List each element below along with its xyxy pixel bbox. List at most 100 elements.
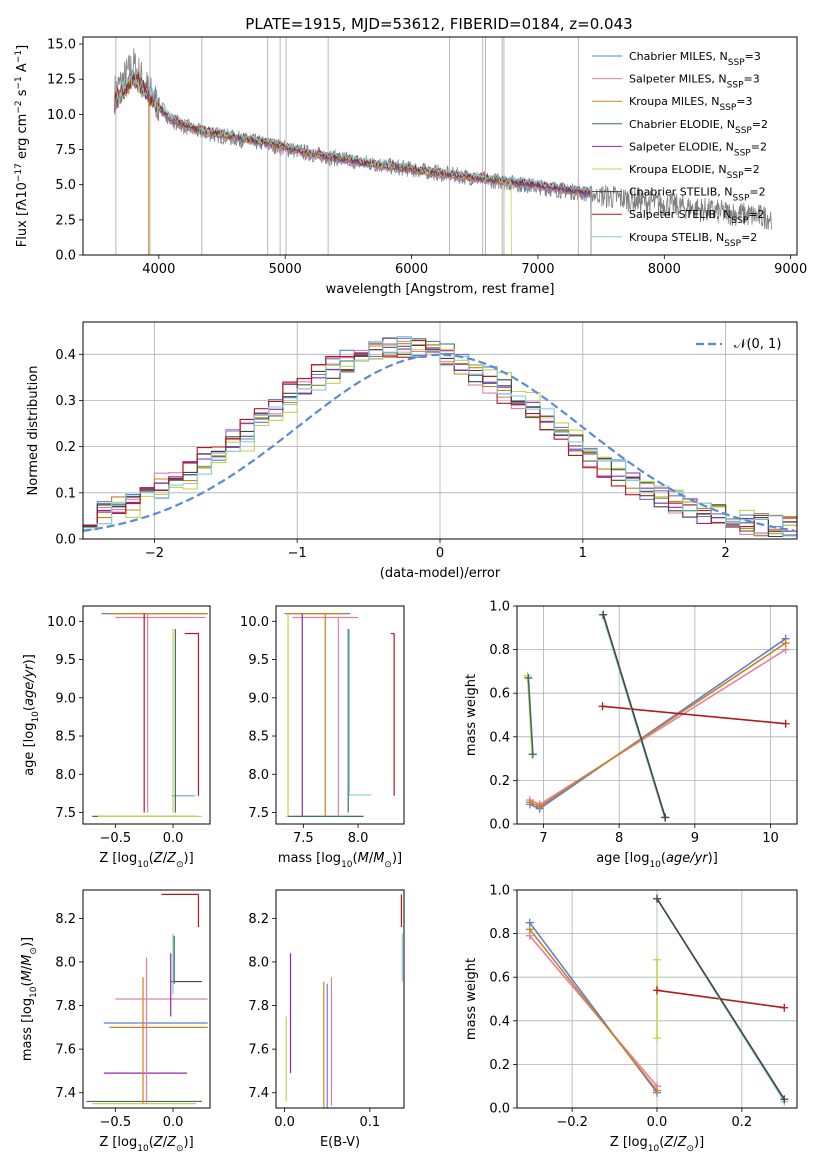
y-tick-label: 9.5 <box>55 653 76 668</box>
panel-age_vs_mass: 7.5 8.0 7.5 8.0 8.5 9.0 9.5 10.0 mass [log10(M/M… <box>240 605 405 870</box>
x-tick-label: 8000 <box>648 262 681 277</box>
y-tick-label: 8.5 <box>55 730 76 745</box>
plot-area <box>92 613 208 817</box>
x-tick-label: −1 <box>288 546 307 561</box>
x-axis-label: wavelength [Angstrom, rest frame] <box>326 282 555 297</box>
model-line-chabrier-elodie <box>114 72 592 255</box>
normal-curve <box>83 353 795 532</box>
y-tick-label: 0.4 <box>55 348 76 363</box>
axes-frame <box>516 889 798 1109</box>
plot-area <box>517 890 797 1108</box>
y-tick-label: 0.2 <box>55 440 76 455</box>
weight-line <box>529 638 787 810</box>
weight-line <box>529 642 787 808</box>
y-tick-label: 7.5 <box>248 806 269 821</box>
x-tick-label: 0.0 <box>647 1115 668 1130</box>
y-tick-label: 0.6 <box>489 971 510 986</box>
x-tick-label: 2 <box>721 546 729 561</box>
y-tick-label: 0.6 <box>489 687 510 702</box>
weight-point <box>535 802 544 811</box>
x-axis-label: E(B-V) <box>320 1135 360 1150</box>
histogram-kroupa-stelib <box>83 336 797 537</box>
axes-frame <box>82 605 211 825</box>
x-axis-label: (data-model)/error <box>380 566 501 581</box>
legend-label: Chabrier STELIB, NSSP=2 <box>629 186 766 204</box>
y-tick-label: 5.0 <box>55 178 76 193</box>
y-tick-label: 7.8 <box>55 999 76 1014</box>
axes-frame <box>82 889 211 1109</box>
weight-point <box>781 719 790 728</box>
histogram-kroupa-elodie <box>83 344 797 534</box>
weight-point <box>653 1086 661 1095</box>
weight-point <box>525 798 534 807</box>
weight-point <box>598 702 607 711</box>
legend-label: 𝒩(0, 1) <box>734 337 781 352</box>
x-axis-label: mass [log10(M/M⊙)] <box>278 851 402 870</box>
legend-label: Kroupa MILES, NSSP=3 <box>629 95 753 113</box>
y-tick-label: 0.1 <box>55 486 76 501</box>
x-tick-label: 8.0 <box>348 831 369 846</box>
legend-label: Chabrier ELODIE, NSSP=2 <box>629 118 768 136</box>
weight-point <box>653 986 661 995</box>
y-axis-label: mass [log10(M/M⊙)] <box>20 937 39 1061</box>
x-tick-label: 0.0 <box>274 1115 295 1130</box>
legend-label: Salpeter MILES, NSSP=3 <box>629 73 760 91</box>
y-tick-label: 8.0 <box>55 955 76 970</box>
x-tick-label: 9000 <box>774 262 807 277</box>
x-tick-label: −0.5 <box>100 831 132 846</box>
panel-spectrum: 4000 5000 6000 7000 8000 9000 0.0 2.5 5.0 7.5 10.0… <box>14 36 807 297</box>
weight-point <box>653 894 661 903</box>
y-tick-label: 0.3 <box>55 394 76 409</box>
x-tick-label: −0.2 <box>556 1115 588 1130</box>
y-axis-label: Flux [fλ10−17 erg cm−2 s−1 A−1] <box>14 45 30 247</box>
plot-area <box>284 613 395 817</box>
y-tick-label: 9.0 <box>248 691 269 706</box>
y-tick-label: 8.0 <box>248 955 269 970</box>
x-tick-label: 5000 <box>269 262 302 277</box>
x-tick-label: −2 <box>145 546 164 561</box>
x-tick-label: 7000 <box>521 262 554 277</box>
weight-point <box>653 955 661 964</box>
y-tick-label: 7.6 <box>55 1043 76 1058</box>
y-axis-label: age [log10(age/yr)] <box>22 654 41 776</box>
y-tick-label: 8.0 <box>55 768 76 783</box>
legend-label: Salpeter ELODIE, NSSP=2 <box>629 140 767 158</box>
x-tick-label: 7 <box>539 831 547 846</box>
weight-point <box>661 813 670 822</box>
y-tick-label: 0.8 <box>489 927 510 942</box>
x-axis-label: Z [log10(Z/Z⊙)] <box>610 1135 704 1154</box>
y-axis-label: Normed distribution <box>26 366 41 496</box>
plot-area <box>517 606 797 824</box>
weight-line <box>602 614 667 818</box>
y-tick-label: 7.4 <box>55 1086 76 1101</box>
plot-area <box>285 894 403 1108</box>
weight-line <box>529 928 658 1092</box>
x-tick-label: 10 <box>762 831 779 846</box>
y-axis-label: mass weight <box>464 674 479 756</box>
y-tick-label: 1.0 <box>489 884 510 899</box>
weight-point <box>528 750 537 759</box>
axes-frame <box>82 36 798 256</box>
y-tick-label: 7.5 <box>55 143 76 158</box>
axes-frame <box>516 605 798 825</box>
weight-point <box>780 1095 789 1104</box>
x-tick-label: 8 <box>615 831 623 846</box>
x-axis-label: age [log10(age/yr)] <box>596 851 718 870</box>
y-tick-label: 0.0 <box>55 249 76 264</box>
legend-label: Salpeter STELIB, NSSP=2 <box>629 208 765 226</box>
model-line-kroupa-elodie <box>114 72 512 255</box>
panel-weight_vs_Z: −0.2 0.0 0.2 0.0 0.2 0.4 0.6 0.8 1.0 Z [log10(Z/Z… <box>464 884 798 1154</box>
weight-point <box>780 1003 789 1012</box>
weight-point <box>599 610 608 619</box>
y-tick-label: 1.0 <box>489 600 510 615</box>
legend-label: Kroupa STELIB, NSSP=2 <box>629 231 757 249</box>
y-tick-label: 0.4 <box>489 730 510 745</box>
panel-age_vs_Z: −0.5 0.0 7.5 8.0 8.5 9.0 9.5 10.0 Z [log10(Z/Z⊙)… <box>22 605 211 870</box>
weight-line <box>656 898 785 1100</box>
y-tick-label: 0.2 <box>489 1058 510 1073</box>
y-tick-label: 7.8 <box>248 999 269 1014</box>
x-tick-label: 0.0 <box>163 831 184 846</box>
panel-mass_vs_Z: −0.5 0.0 7.4 7.6 7.8 8.0 8.2 Z [log10(Z/Z⊙)] mas… <box>20 889 211 1154</box>
y-tick-label: 7.6 <box>248 1043 269 1058</box>
